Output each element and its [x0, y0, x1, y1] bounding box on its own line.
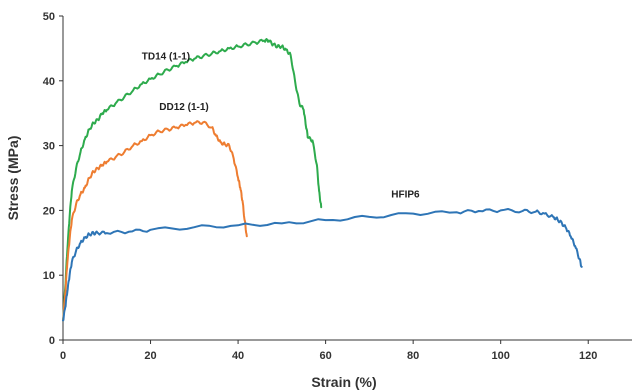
x-tick-label: 60 — [319, 350, 331, 362]
y-tick-label: 10 — [43, 270, 55, 282]
x-tick-label: 80 — [407, 350, 419, 362]
x-tick-label: 40 — [232, 350, 244, 362]
series-label-hfip6: HFIP6 — [391, 189, 420, 200]
x-tick-label: 120 — [579, 350, 597, 362]
y-tick-label: 30 — [43, 141, 55, 153]
axes-layer: 0 10 20 30 40 50 0 20 40 60 80 100 120 — [43, 11, 632, 362]
y-tick-label: 20 — [43, 205, 55, 217]
x-tick-label: 0 — [60, 350, 66, 362]
series-label-dd12-1-1: DD12 (1-1) — [159, 102, 208, 113]
y-tick-label: 40 — [43, 76, 55, 88]
y-tick-label: 0 — [49, 335, 55, 347]
series-line-td14-1-1 — [62, 38, 323, 322]
y-axis-title: Stress (MPa) — [5, 136, 21, 221]
x-tick-label: 100 — [492, 350, 510, 362]
x-tick-label: 20 — [144, 350, 156, 362]
series-label-layer: TD14 (1-1) DD12 (1-1) HFIP6 — [142, 51, 420, 200]
series-layer — [62, 38, 583, 322]
y-tick-label: 50 — [43, 11, 55, 23]
series-line-dd12-1-1 — [62, 120, 248, 322]
x-axis-title: Strain (%) — [311, 374, 376, 390]
series-label-td14-1-1: TD14 (1-1) — [142, 51, 190, 62]
series-line-hfip6 — [62, 208, 583, 322]
